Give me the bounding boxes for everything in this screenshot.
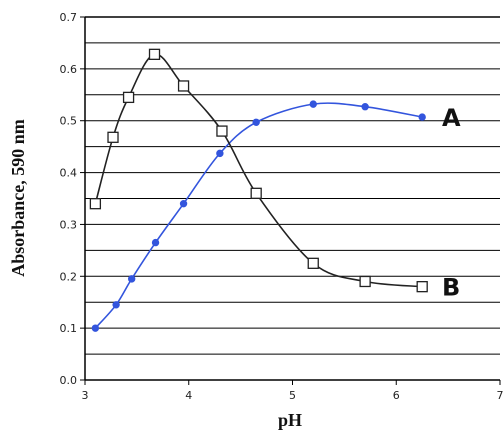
y-tick-label: 0.2 xyxy=(60,270,78,283)
data-point xyxy=(359,275,371,288)
series-label-b: B xyxy=(442,274,460,302)
data-point xyxy=(216,149,224,158)
x-axis-title: pH xyxy=(278,410,302,430)
data-point xyxy=(177,80,190,92)
series-line-a xyxy=(94,102,423,329)
data-point xyxy=(127,275,136,283)
series-line-b xyxy=(94,53,423,288)
data-point xyxy=(307,257,319,269)
x-tick-label: 6 xyxy=(393,389,400,402)
series-label-a: A xyxy=(442,104,461,132)
data-point xyxy=(179,199,188,208)
series-b xyxy=(89,48,428,293)
data-point xyxy=(112,301,120,309)
data-point xyxy=(91,324,100,332)
grid-lines xyxy=(85,42,500,355)
x-tick-label: 7 xyxy=(497,389,504,402)
series-layer xyxy=(89,48,428,332)
data-point xyxy=(148,48,161,60)
y-tick-label: 0.0 xyxy=(60,374,78,387)
data-point xyxy=(418,113,426,121)
x-tick-label: 5 xyxy=(289,389,296,402)
axes xyxy=(80,16,501,385)
data-point xyxy=(252,118,260,126)
y-axis-title: Absorbance, 590 nm xyxy=(8,119,28,277)
y-tick-label: 0.4 xyxy=(60,167,78,180)
data-point xyxy=(122,91,135,104)
y-tick-label: 0.3 xyxy=(60,218,78,231)
series-a xyxy=(91,100,426,332)
y-tick-label: 0.6 xyxy=(60,63,78,76)
tick-labels: 0.0 0.1 0.2 0.3 0.4 0.5 0.6 0.7 3 4 5 6 7 xyxy=(60,11,504,402)
data-point xyxy=(416,281,428,293)
y-tick-label: 0.5 xyxy=(60,115,78,128)
data-point xyxy=(89,198,102,210)
y-tick-label: 0.7 xyxy=(60,11,78,24)
y-tick-label: 0.1 xyxy=(60,322,78,335)
x-tick-label: 4 xyxy=(185,389,192,402)
data-point xyxy=(309,100,317,108)
data-point xyxy=(216,125,228,137)
data-point xyxy=(361,103,369,111)
data-point xyxy=(250,187,262,199)
data-point xyxy=(151,238,160,247)
x-tick-label: 3 xyxy=(82,389,89,402)
data-point xyxy=(107,131,119,143)
